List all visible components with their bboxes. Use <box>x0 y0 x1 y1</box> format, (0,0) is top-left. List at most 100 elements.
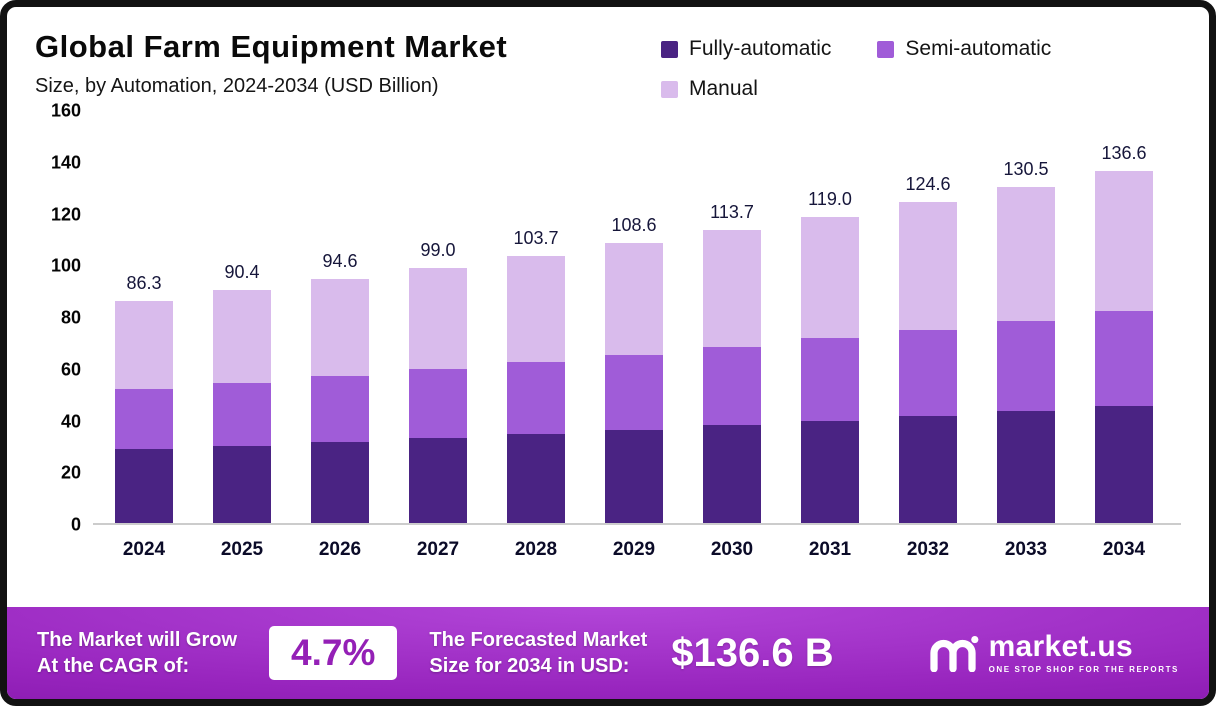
bar-segment-fully-automatic <box>703 425 761 523</box>
bar-2029: 108.6 <box>605 111 663 523</box>
legend-label: Semi-automatic <box>905 37 1052 60</box>
bar-segment-manual <box>1095 171 1153 312</box>
bar-segment-semi-automatic <box>1095 311 1153 406</box>
bar-total-label: 90.4 <box>224 262 260 283</box>
forecast-value: $136.6 B <box>671 630 834 675</box>
bar-segment-fully-automatic <box>213 445 271 523</box>
bar-total-label: 94.6 <box>322 251 358 272</box>
bar-segment-fully-automatic <box>997 411 1055 523</box>
y-axis-tick: 40 <box>60 411 81 431</box>
chart-card: Global Farm Equipment Market Size, by Au… <box>7 7 1209 607</box>
forecast-label-line1: The Forecasted Market <box>429 629 648 651</box>
y-axis-tick: 140 <box>50 152 81 173</box>
y-axis-tick: 0 <box>70 514 81 535</box>
bar-total-label: 108.6 <box>611 215 657 236</box>
footer-banner: The Market will Grow At the CAGR of: 4.7… <box>7 607 1209 699</box>
y-axis-tick: 20 <box>60 462 81 483</box>
bar-2026: 94.6 <box>311 111 369 523</box>
bar-segment-manual <box>213 290 271 383</box>
legend-swatch-icon <box>877 40 895 58</box>
cagr-value-badge: 4.7% <box>269 626 398 680</box>
legend-label: Manual <box>689 77 758 100</box>
page-title: Global Farm Equipment Market <box>35 29 508 64</box>
x-axis-label: 2033 <box>1004 539 1048 560</box>
legend-swatch-icon <box>661 80 678 98</box>
x-axis-label: 2028 <box>514 539 558 560</box>
legend-swatch-icon <box>661 40 678 58</box>
bar-segment-semi-automatic <box>997 320 1055 411</box>
bar-segment-semi-automatic <box>311 376 369 442</box>
bar-segment-fully-automatic <box>605 429 663 523</box>
chart-subtitle: Size, by Automation, 2024-2034 (USD Bill… <box>35 75 439 97</box>
bar-segment-fully-automatic <box>507 433 565 523</box>
bar-segment-manual <box>801 216 859 339</box>
bar-segment-fully-automatic <box>801 420 859 523</box>
x-axis-label: 2034 <box>1102 539 1146 560</box>
bar-segment-fully-automatic <box>311 441 369 523</box>
y-axis-tick: 120 <box>50 204 81 224</box>
bar-2024: 86.3 <box>115 111 173 523</box>
x-axis-label: 2024 <box>122 539 166 560</box>
y-axis-tick: 60 <box>60 359 81 380</box>
bar-total-label: 103.7 <box>513 228 559 248</box>
bar-total-label: 124.6 <box>905 174 951 195</box>
bar-total-label: 130.5 <box>1003 158 1049 179</box>
cagr-label: The Market will Grow At the CAGR of: <box>37 627 237 679</box>
x-axis-label: 2025 <box>220 539 264 560</box>
x-axis: 2024 2025 2026 2027 2028 2029 2030 2031 2032 2033… <box>93 539 1181 561</box>
x-axis-label: 2029 <box>612 539 656 560</box>
x-axis-label: 2026 <box>318 539 362 560</box>
plot-column: 86.3 90.4 94.6 99.0 103.7 108.6 113.7 119.0 124.… <box>93 111 1181 607</box>
bar-segment-manual <box>507 256 565 363</box>
chart-header: Global Farm Equipment Market Size, by Au… <box>29 21 1181 101</box>
y-axis: 0 20 40 60 80 100 120 140 160 <box>29 101 93 535</box>
brand-text: market.us ONE STOP SHOP FOR THE REPORTS <box>989 632 1179 674</box>
bar-2028: 103.7 <box>507 111 565 523</box>
bar-2033: 130.5 <box>997 111 1055 523</box>
bar-2032: 124.6 <box>899 111 957 523</box>
bar-segment-semi-automatic <box>899 329 957 416</box>
bar-segment-semi-automatic <box>801 338 859 421</box>
bar-segment-manual <box>997 186 1055 321</box>
market-us-logo-icon <box>929 636 978 672</box>
legend-item: Manual <box>661 77 758 101</box>
brand-block: market.us ONE STOP SHOP FOR THE REPORTS <box>927 632 1179 674</box>
bar-segment-fully-automatic <box>409 438 467 523</box>
bar-segment-semi-automatic <box>409 369 467 439</box>
bar-segment-fully-automatic <box>1095 405 1153 523</box>
chart-legend: Fully-automatic Semi-automatic Manual <box>661 21 1181 101</box>
bar-segment-manual <box>605 243 663 355</box>
x-axis-label: 2030 <box>710 539 754 560</box>
forecast-label: The Forecasted Market Size for 2034 in U… <box>429 627 647 679</box>
legend-item: Fully-automatic <box>661 37 831 61</box>
bar-segment-semi-automatic <box>507 362 565 434</box>
x-axis-label: 2031 <box>808 539 852 560</box>
forecast-label-line2: Size for 2034 in USD: <box>429 655 630 677</box>
bar-2030: 113.7 <box>703 111 761 523</box>
cagr-label-line2: At the CAGR of: <box>37 655 190 677</box>
bar-2025: 90.4 <box>213 111 271 523</box>
y-axis-tick: 100 <box>50 255 81 276</box>
bar-total-label: 86.3 <box>126 272 162 293</box>
cagr-label-line1: The Market will Grow <box>37 629 238 651</box>
bar-segment-manual <box>899 202 957 330</box>
bar-segment-manual <box>703 230 761 347</box>
bar-segment-semi-automatic <box>703 346 761 426</box>
bar-total-label: 113.7 <box>710 202 754 223</box>
bar-total-label: 119.0 <box>808 188 852 209</box>
bar-2031: 119.0 <box>801 111 859 523</box>
y-axis-tick: 80 <box>60 307 81 328</box>
bar-segment-fully-automatic <box>115 448 173 523</box>
bar-2034: 136.6 <box>1095 111 1153 523</box>
bar-segment-semi-automatic <box>115 389 173 449</box>
x-axis-label: 2032 <box>906 539 950 560</box>
brand-name: market.us <box>988 630 1134 663</box>
plot-area: 86.3 90.4 94.6 99.0 103.7 108.6 113.7 119.0 124.… <box>93 111 1181 525</box>
bar-segment-fully-automatic <box>899 415 957 523</box>
bar-total-label: 99.0 <box>420 240 456 261</box>
y-axis-tick: 160 <box>50 100 81 121</box>
bar-segment-manual <box>115 300 173 390</box>
bar-2027: 99.0 <box>409 111 467 523</box>
bar-segment-manual <box>311 279 369 377</box>
